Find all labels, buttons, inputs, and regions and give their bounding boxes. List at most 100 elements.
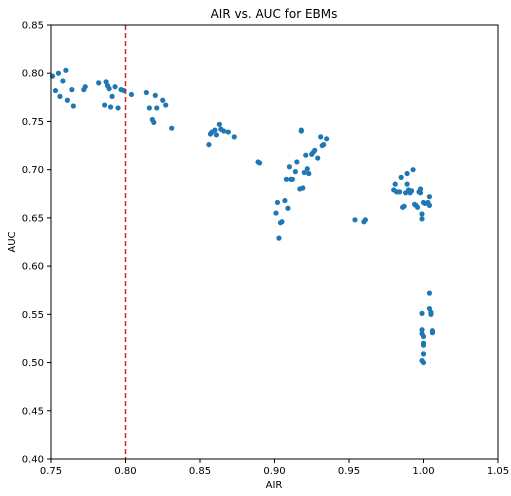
data-point: [154, 105, 160, 111]
data-point: [306, 170, 312, 177]
data-point: [404, 170, 410, 177]
y-tick-label: 0.55: [22, 310, 44, 321]
data-point: [273, 210, 279, 216]
data-point: [106, 86, 112, 92]
data-point: [324, 136, 330, 142]
data-point: [292, 169, 298, 175]
data-point: [206, 141, 212, 148]
points-layer: [49, 67, 436, 366]
data-point: [102, 102, 108, 108]
data-point: [70, 103, 76, 109]
data-point: [414, 204, 421, 210]
data-point: [362, 217, 368, 223]
data-point: [312, 147, 318, 153]
data-point: [285, 205, 291, 211]
data-point: [128, 91, 135, 98]
x-tick-label: 1.05: [487, 466, 509, 477]
data-point: [321, 141, 327, 148]
data-point: [213, 132, 219, 138]
y-tick-label: 0.85: [22, 21, 44, 32]
data-point: [300, 185, 306, 191]
data-point: [420, 333, 427, 340]
y-axis-label: AUC: [7, 231, 18, 252]
x-axis: 0.75 0.80 0.85 0.90 0.95 1.00 1.05: [40, 459, 509, 477]
y-tick-label: 0.75: [22, 117, 44, 128]
chart-title: AIR vs. AUC for EBMs: [211, 7, 338, 21]
data-point: [420, 342, 427, 348]
data-point: [420, 351, 427, 357]
data-point: [419, 216, 425, 222]
x-tick-label: 0.85: [189, 466, 211, 477]
data-point: [257, 160, 263, 166]
data-point: [417, 190, 424, 196]
data-point: [426, 194, 433, 200]
data-point: [64, 97, 70, 103]
data-point: [151, 119, 157, 126]
data-point: [112, 84, 118, 90]
data-point: [276, 235, 282, 241]
data-point: [282, 197, 288, 204]
data-point: [419, 310, 425, 316]
data-point: [57, 93, 63, 99]
x-tick-label: 0.80: [114, 466, 136, 477]
y-tick-label: 0.40: [22, 455, 44, 466]
data-point: [303, 152, 309, 158]
data-point: [315, 155, 321, 161]
data-point: [404, 181, 410, 187]
data-point: [289, 176, 295, 182]
y-tick-label: 0.60: [22, 262, 44, 273]
y-tick-label: 0.65: [22, 213, 44, 224]
data-point: [352, 217, 358, 223]
data-point: [152, 92, 158, 98]
data-point: [318, 134, 324, 140]
data-point: [419, 211, 425, 217]
data-point: [163, 102, 169, 108]
y-tick-label: 0.80: [22, 69, 44, 80]
data-point: [419, 327, 425, 333]
data-point: [212, 127, 218, 133]
y-tick-label: 0.70: [22, 165, 44, 176]
x-tick-label: 0.75: [40, 466, 62, 477]
data-point: [392, 181, 398, 187]
y-tick-label: 0.45: [22, 406, 44, 417]
data-point: [63, 67, 69, 73]
data-point: [298, 128, 304, 134]
data-point: [426, 202, 433, 208]
data-point: [286, 164, 292, 170]
data-point: [429, 328, 436, 334]
data-point: [96, 80, 102, 86]
data-point: [304, 166, 310, 172]
data-point: [169, 125, 175, 131]
data-point: [274, 199, 281, 206]
data-point: [225, 129, 231, 135]
data-point: [410, 167, 416, 173]
data-point: [397, 189, 403, 195]
data-point: [301, 169, 307, 176]
data-point: [419, 358, 425, 364]
data-point: [69, 87, 75, 93]
data-point: [417, 186, 424, 192]
data-point: [294, 159, 300, 165]
x-tick-label: 1.00: [412, 466, 434, 477]
x-axis-label: AIR: [266, 480, 283, 491]
data-point: [143, 89, 149, 96]
data-point: [115, 105, 121, 111]
data-point: [401, 203, 407, 209]
y-tick-label: 0.50: [22, 358, 44, 369]
data-point: [108, 104, 114, 110]
data-point: [52, 87, 59, 94]
data-point: [426, 290, 433, 296]
data-point: [160, 97, 166, 103]
x-tick-label: 0.90: [263, 466, 285, 477]
data-point: [146, 105, 152, 111]
data-point: [279, 219, 285, 225]
data-point: [55, 70, 62, 76]
data-point: [221, 128, 227, 134]
data-point: [82, 84, 88, 90]
data-point: [428, 309, 434, 315]
data-point: [283, 176, 290, 182]
data-point: [60, 78, 66, 84]
